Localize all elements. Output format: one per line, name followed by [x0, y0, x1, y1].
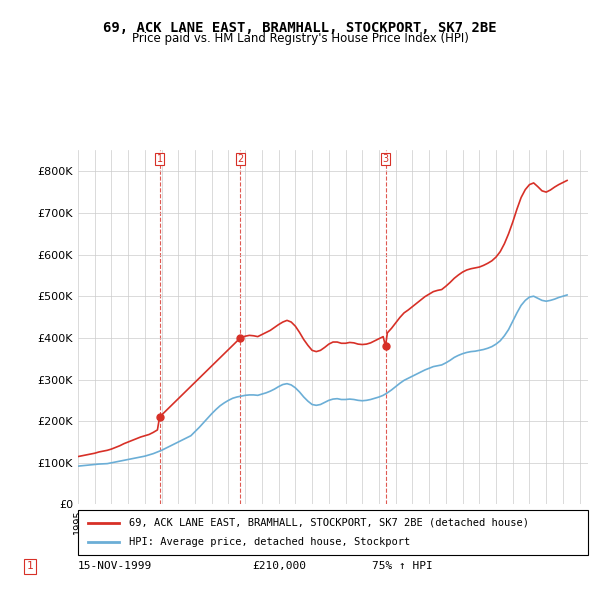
Text: 75% ↑ HPI: 75% ↑ HPI	[372, 562, 433, 571]
Text: £210,000: £210,000	[252, 562, 306, 571]
Text: Price paid vs. HM Land Registry's House Price Index (HPI): Price paid vs. HM Land Registry's House …	[131, 32, 469, 45]
Text: 69, ACK LANE EAST, BRAMHALL, STOCKPORT, SK7 2BE: 69, ACK LANE EAST, BRAMHALL, STOCKPORT, …	[103, 21, 497, 35]
Text: 1: 1	[26, 562, 34, 571]
FancyBboxPatch shape	[78, 510, 588, 555]
Text: 69, ACK LANE EAST, BRAMHALL, STOCKPORT, SK7 2BE (detached house): 69, ACK LANE EAST, BRAMHALL, STOCKPORT, …	[129, 518, 529, 527]
Text: 2: 2	[237, 154, 244, 164]
Text: 3: 3	[382, 154, 389, 164]
Text: HPI: Average price, detached house, Stockport: HPI: Average price, detached house, Stoc…	[129, 537, 410, 547]
Text: 15-NOV-1999: 15-NOV-1999	[78, 562, 152, 571]
Text: 1: 1	[157, 154, 163, 164]
